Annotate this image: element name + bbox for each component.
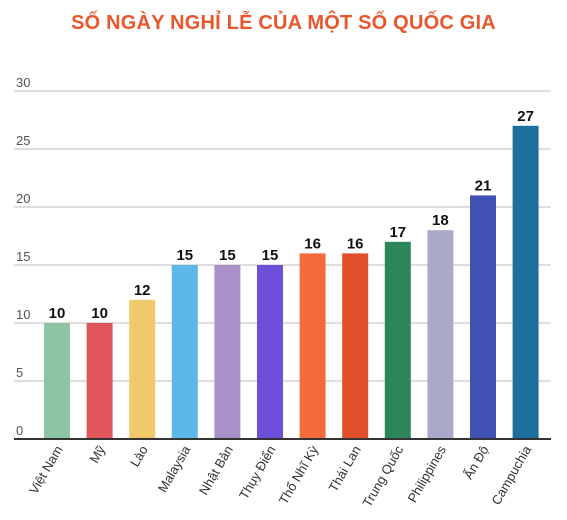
category-label-5: Thụy Điển (236, 443, 279, 502)
value-label-0: 10 (49, 305, 66, 322)
category-label-0: Việt Nam (26, 443, 66, 497)
category-label-8: Trung Quốc (359, 443, 406, 510)
bar-3 (171, 265, 198, 439)
category-label-3: Malaysia (155, 442, 194, 495)
value-label-5: 15 (262, 247, 279, 264)
bars (44, 125, 539, 440)
bar-6 (299, 253, 326, 439)
category-label-11: Campuchia (488, 442, 534, 507)
category-labels: Việt Nam Mỹ Lào Malaysia Nhật Bản Thụy ĐiểnTh… (26, 442, 535, 509)
category-label-7: Thái Lan (326, 443, 364, 494)
value-label-9: 18 (432, 212, 449, 229)
value-label-4: 15 (219, 247, 236, 264)
bar-5 (257, 265, 283, 439)
bar-1 (86, 323, 113, 439)
value-labels: 10 10 12 15 15 15 16 16 17 18 21 27 (49, 108, 534, 322)
value-label-2: 12 (134, 282, 151, 299)
bar-0 (44, 323, 70, 439)
bar-11 (512, 125, 539, 440)
y-tick-label: 25 (16, 133, 30, 148)
value-label-8: 17 (389, 224, 406, 241)
bar-2 (129, 299, 156, 439)
category-label-1: Mỹ (87, 443, 109, 466)
value-label-6: 16 (304, 235, 321, 252)
y-tick-label: 10 (16, 307, 30, 322)
category-label-6: Thổ Nhĩ Kỳ (276, 443, 322, 507)
bar-4 (214, 265, 241, 439)
y-tick-label: 30 (16, 75, 30, 90)
category-label-10: Ấn Độ (461, 443, 492, 482)
bar-8 (384, 241, 411, 439)
value-label-7: 16 (347, 235, 364, 252)
chart-title: SỐ NGÀY NGHỈ LỄ CỦA MỘT SỐ QUỐC GIA (71, 12, 496, 34)
value-label-10: 21 (475, 177, 492, 194)
bar-10 (470, 195, 496, 439)
category-label-9: Philippines (405, 443, 450, 505)
category-label-2: Lào (127, 443, 151, 469)
value-label-11: 27 (517, 108, 534, 125)
y-axis-ticks: 0 5 10 15 20 25 30 (16, 75, 30, 438)
bar-9 (427, 230, 454, 439)
y-tick-label: 15 (16, 249, 30, 264)
y-tick-label: 0 (16, 423, 23, 438)
y-tick-label: 5 (16, 365, 23, 380)
value-label-3: 15 (176, 247, 193, 264)
category-label-4: Nhật Bản (196, 443, 236, 497)
bar-7 (342, 253, 369, 439)
y-tick-label: 20 (16, 191, 30, 206)
value-label-1: 10 (91, 305, 108, 322)
